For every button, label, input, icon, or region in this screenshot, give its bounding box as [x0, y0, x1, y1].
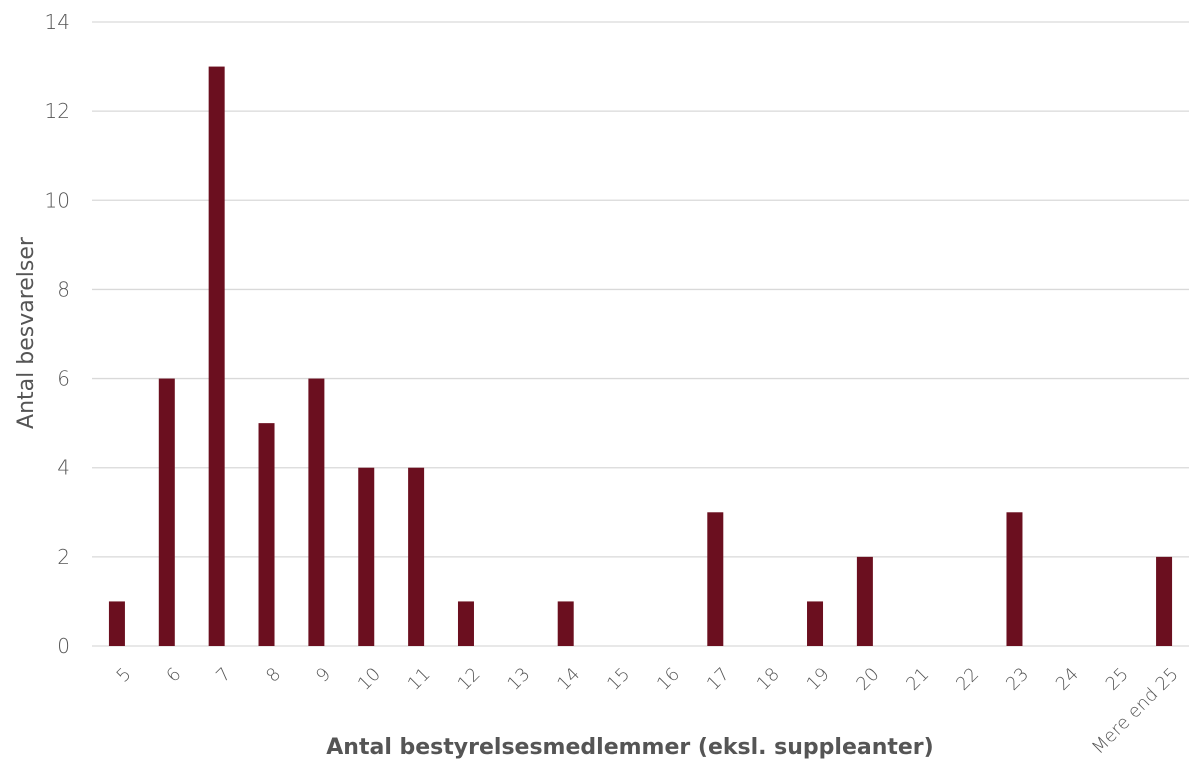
x-tick-label: 12 [454, 664, 485, 695]
bar-17 [707, 512, 724, 646]
bar-12 [457, 601, 474, 646]
y-tick-label: 6 [57, 367, 70, 391]
x-tick-label: 10 [354, 664, 385, 695]
x-tick-label: 22 [952, 664, 983, 695]
bar-20 [856, 556, 873, 646]
y-axis-title: Antal besvarelser [14, 236, 39, 429]
y-axis-ticks: 0 2 4 6 8 10 12 14 [45, 10, 70, 658]
x-tick-label: 18 [753, 664, 784, 695]
x-tick-label: 8 [262, 664, 285, 687]
x-tick-label: 21 [902, 664, 933, 695]
x-tick-label: 14 [553, 664, 584, 695]
bar-14 [557, 601, 574, 646]
x-tick-label: Mere end 25 [1088, 664, 1183, 759]
bar-7 [208, 66, 225, 647]
x-tick-label: 15 [603, 664, 634, 695]
x-tick-label: 6 [162, 664, 185, 687]
bar-6 [158, 378, 175, 646]
bar-5 [108, 601, 125, 646]
bar-10 [358, 467, 375, 646]
y-tick-label: 8 [57, 277, 70, 301]
x-tick-label: 13 [503, 664, 534, 695]
x-tick-label: 11 [404, 664, 435, 695]
bar-23 [1006, 512, 1023, 646]
x-tick-label: 9 [312, 664, 335, 687]
x-tick-label: 20 [852, 664, 883, 695]
bar-9 [308, 378, 325, 646]
x-tick-label: 23 [1002, 664, 1033, 695]
y-tick-label: 12 [45, 99, 70, 123]
x-tick-label: 17 [703, 664, 734, 695]
y-tick-label: 4 [57, 456, 70, 480]
x-tick-label: 19 [803, 664, 834, 695]
bar-11 [408, 467, 425, 646]
bar-mere-end-25 [1156, 556, 1173, 646]
x-tick-label: 25 [1102, 664, 1133, 695]
x-tick-label: 24 [1052, 664, 1083, 695]
y-tick-label: 10 [45, 188, 70, 212]
bars [108, 66, 1173, 647]
y-tick-label: 0 [57, 634, 70, 658]
gridlines [92, 21, 1189, 647]
x-tick-label: 16 [653, 664, 684, 695]
y-tick-label: 2 [57, 545, 70, 569]
bar-8 [258, 423, 275, 646]
y-tick-label: 14 [45, 10, 70, 34]
x-tick-label: 7 [212, 664, 235, 687]
x-tick-label: 5 [113, 664, 136, 687]
bar-19 [807, 601, 824, 646]
x-axis-title: Antal bestyrelsesmedlemmer (eksl. supple… [326, 735, 933, 760]
